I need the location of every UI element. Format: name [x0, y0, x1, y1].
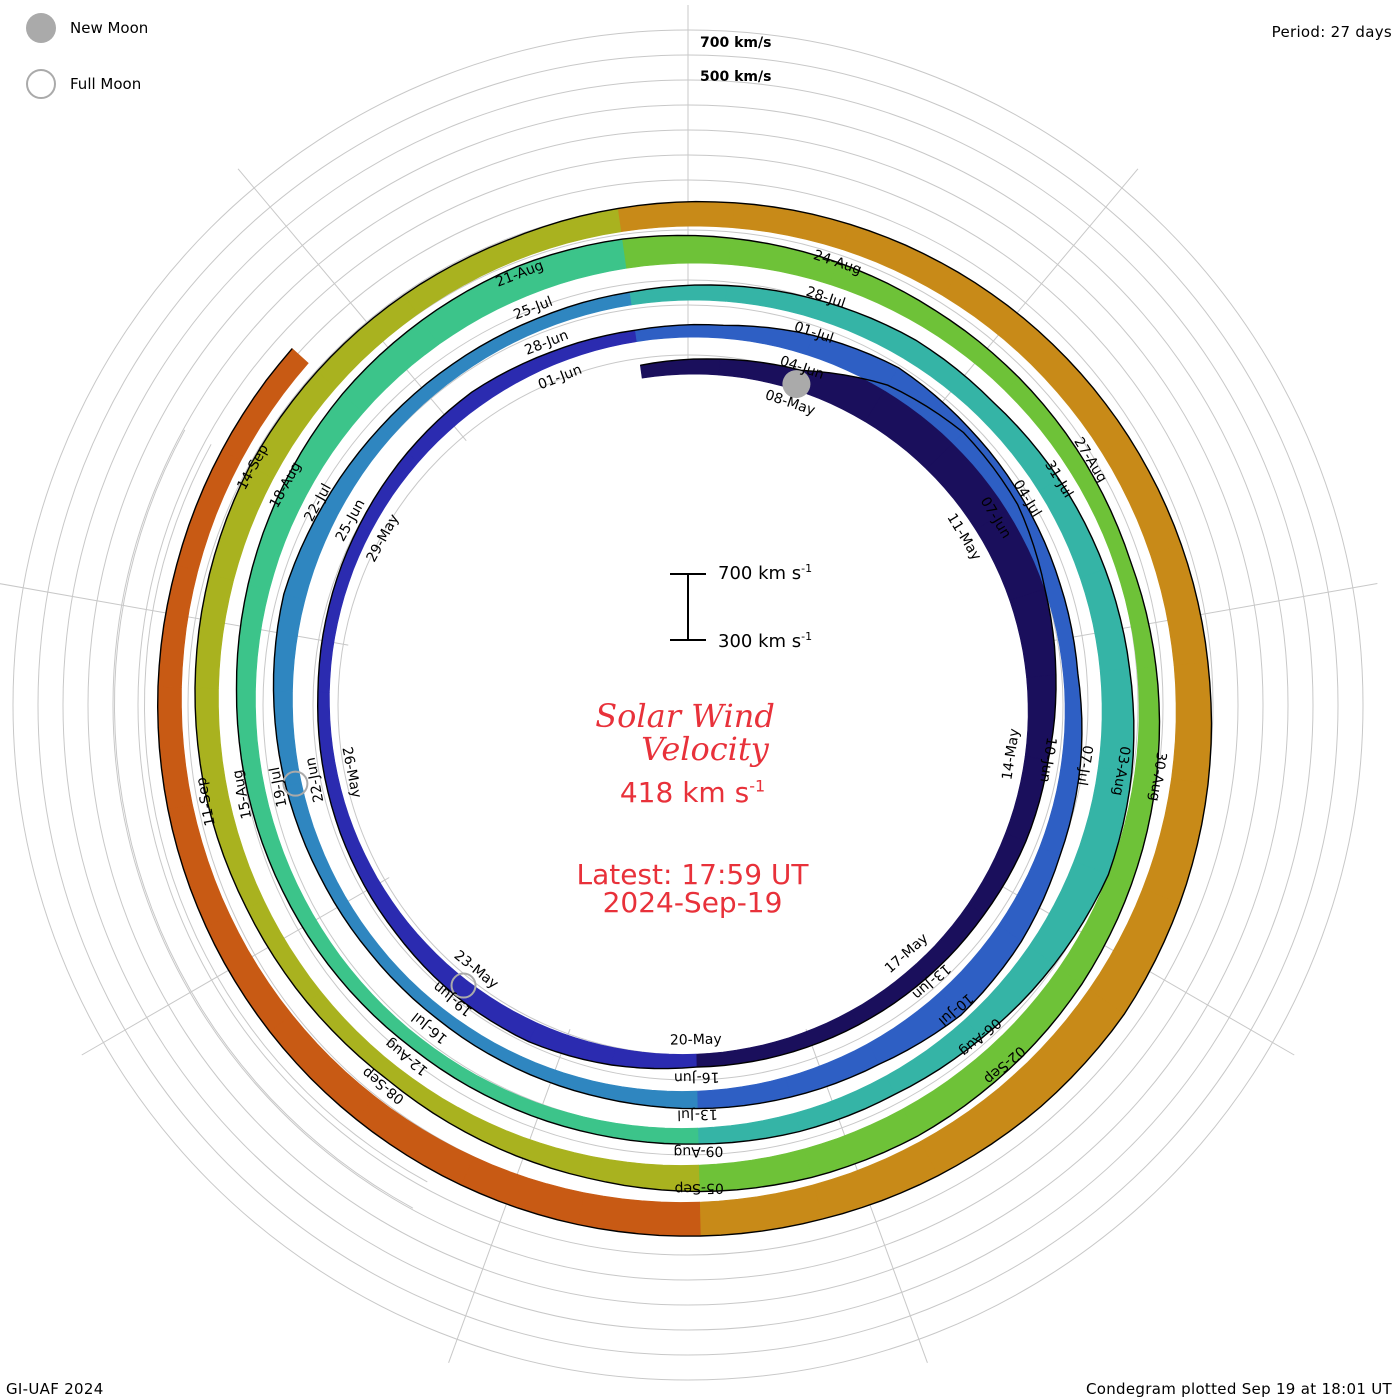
full-moon-marker — [282, 770, 309, 797]
date-label: 19-Jul — [267, 766, 291, 809]
velocity-segment — [634, 324, 724, 342]
scale-bar — [670, 573, 706, 641]
date-label: 03-Aug — [1109, 745, 1132, 797]
velocity-segment — [622, 235, 732, 269]
scale-bottom-exponent: -1 — [801, 630, 813, 643]
footer-credit: GI-UAF 2024 — [6, 1380, 104, 1398]
velocity-segment — [596, 1119, 699, 1145]
date-label: 30-Aug — [1146, 751, 1169, 803]
title-line-2: Velocity — [641, 730, 769, 768]
new-moon-marker — [782, 370, 811, 399]
title-line-1: Solar Wind — [595, 697, 775, 735]
full-moon-icon — [26, 69, 56, 99]
date-label: 14-May — [999, 727, 1023, 781]
date-spoke — [1027, 582, 1378, 646]
current-value-text: 418 km s — [619, 776, 750, 809]
reference-arc-500 — [143, 444, 428, 1183]
date-spoke — [909, 168, 1139, 442]
date-label: 05-Sep — [674, 1180, 724, 1197]
velocity-segment — [604, 1083, 698, 1109]
velocity-segment — [515, 1056, 608, 1099]
moon-markers — [282, 370, 811, 999]
scale-top-text: 700 km s — [718, 563, 802, 584]
current-value: 418 km s-1 — [0, 776, 1385, 809]
velocity-bands — [156, 200, 1213, 1237]
full-moon-label: Full Moon — [70, 75, 142, 93]
scale-top-exponent: -1 — [801, 562, 813, 575]
date-label: 16-Jun — [674, 1069, 720, 1086]
latest-date: 2024-Sep-19 — [602, 886, 783, 919]
date-label: 07-Jul — [1073, 744, 1095, 787]
legend-new-moon: New Moon — [26, 13, 148, 43]
scale-bottom-text: 300 km s — [718, 631, 802, 652]
date-label: 20-May — [670, 1032, 722, 1049]
new-moon-label: New Moon — [70, 19, 149, 37]
period-label: Period: 27 days — [1271, 23, 1392, 41]
date-label: 10-Jun — [1036, 736, 1059, 783]
legend-full-moon: Full Moon — [26, 69, 141, 99]
velocity-outline — [156, 200, 1213, 1237]
velocity-segment — [577, 1192, 701, 1237]
date-label: 09-Aug — [673, 1143, 723, 1160]
ref-label-outer: 700 km/s — [700, 35, 772, 51]
current-value-exponent: -1 — [749, 776, 766, 796]
footer-plotted: Condegram plotted Sep 19 at 18:01 UT — [1086, 1380, 1392, 1398]
velocity-segment — [775, 1010, 859, 1056]
velocity-segment — [611, 1047, 697, 1069]
date-label: 13-Jul — [677, 1106, 718, 1123]
velocity-segment — [639, 358, 721, 379]
latest-time: Latest: 17:59 UT — [576, 858, 809, 891]
full-moon-marker — [450, 972, 477, 999]
velocity-segment — [269, 1014, 376, 1120]
ref-label-inner: 500 km/s — [700, 69, 772, 85]
velocity-segment — [273, 593, 306, 692]
scale-top-label: 700 km s-1 — [718, 562, 812, 584]
velocity-segment — [499, 1089, 601, 1135]
velocity-segment — [629, 284, 728, 306]
reference-arc-700 — [113, 429, 414, 1209]
scale-bottom-label: 300 km s-1 — [718, 630, 812, 652]
new-moon-icon — [26, 13, 56, 43]
